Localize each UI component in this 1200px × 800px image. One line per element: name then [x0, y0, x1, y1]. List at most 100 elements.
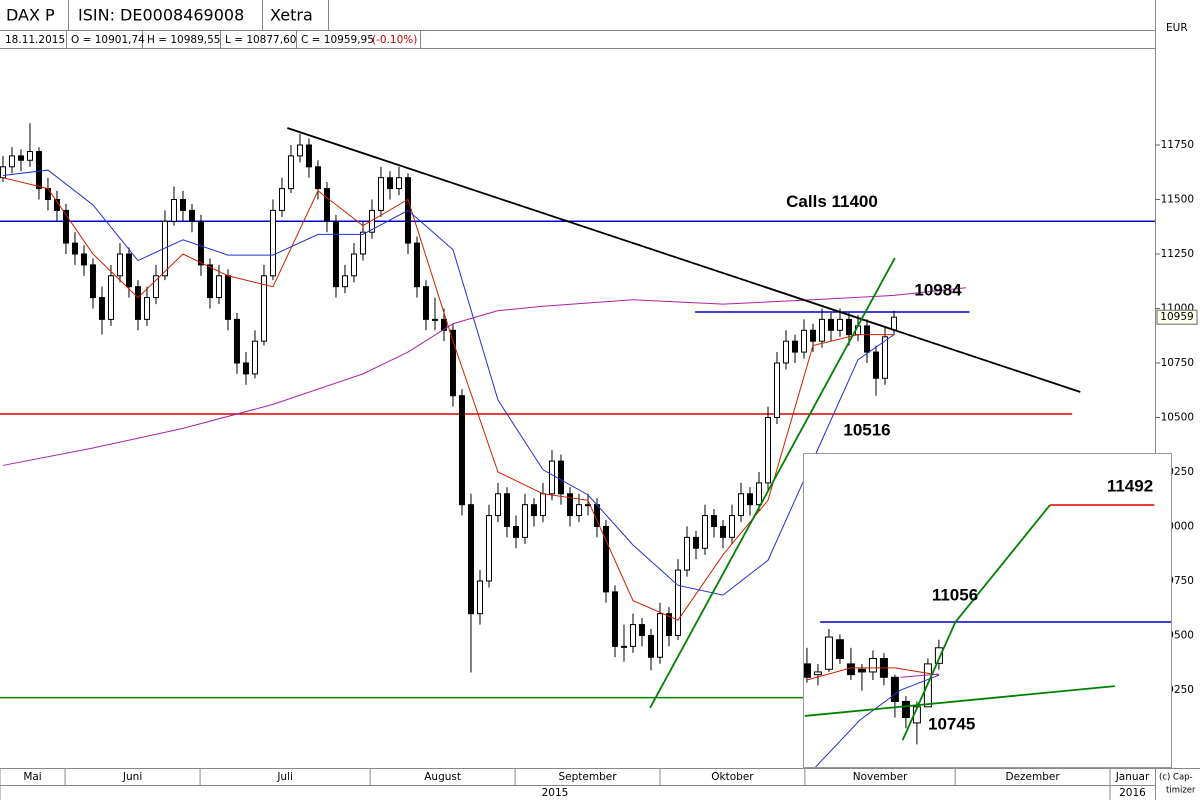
candle-body: [188, 209, 195, 222]
candle-body: [386, 177, 393, 190]
candle-body: [857, 668, 866, 673]
candle-body: [0, 166, 6, 179]
candle-body: [764, 416, 771, 484]
candle-body: [813, 671, 822, 676]
candle-body: [314, 166, 321, 190]
candle-body: [35, 151, 42, 190]
moving-average: [2, 287, 967, 466]
inset-annotations: 11056 11492: [932, 477, 1153, 605]
candle-body: [494, 493, 501, 517]
moving-average: [814, 674, 940, 767]
candle-body: [890, 316, 897, 331]
candle-body: [125, 253, 132, 288]
x-tick-label: Mai: [23, 771, 41, 783]
candle-body: [804, 663, 811, 678]
candle-body: [62, 209, 69, 244]
candle-body: [17, 155, 24, 161]
info-close: C = 10959,95: [301, 34, 374, 46]
y-tick-label: 10500: [1161, 411, 1194, 423]
copyright: (c) Cap-: [1159, 773, 1193, 783]
candle-body: [80, 253, 87, 266]
year-label: 2015: [542, 787, 569, 799]
candle-body: [557, 460, 564, 495]
candle-body: [728, 515, 735, 538]
inset-plot: [804, 504, 1171, 767]
candle-body: [305, 144, 312, 168]
x-tick-label: Juli: [276, 771, 293, 783]
candle-body: [431, 318, 438, 321]
candle-body: [116, 253, 123, 277]
candle-body: [674, 569, 681, 636]
moving-average: [806, 667, 939, 681]
candle-body: [44, 188, 51, 200]
candle-body: [350, 253, 357, 277]
candle-body: [296, 144, 303, 157]
candle-body: [827, 318, 834, 331]
candle-body: [179, 198, 186, 211]
candle-body: [341, 275, 348, 288]
info-high: H = 10989,55: [147, 34, 220, 46]
y-tick-label: 9750: [1167, 575, 1194, 587]
exchange: Xetra: [270, 6, 313, 25]
candle-body: [503, 493, 510, 527]
x-tick-label: Oktober: [711, 771, 754, 783]
candle-body: [152, 275, 159, 299]
y-tick-label: 11500: [1161, 193, 1194, 205]
candle-body: [692, 536, 699, 549]
candle-body: [242, 362, 249, 375]
candle-body: [197, 220, 204, 266]
candle-body: [846, 663, 855, 676]
candle-body: [719, 525, 726, 538]
candle-body: [575, 504, 582, 517]
year-label: 2016: [1119, 787, 1146, 799]
candle-body: [890, 676, 899, 702]
level-label: 10984: [914, 280, 962, 299]
candle-body: [602, 525, 609, 593]
x-tick-label: Januar: [1115, 771, 1150, 783]
y-tick-label: 10750: [1161, 357, 1194, 369]
y-tick-label: 11250: [1161, 248, 1194, 260]
candle-body: [233, 318, 240, 364]
level-label: 11056: [932, 586, 978, 605]
candle-body: [107, 275, 114, 320]
price-tag: [1156, 309, 1198, 325]
candle-body: [440, 318, 447, 331]
candle-body: [8, 155, 15, 168]
candle-body: [269, 209, 276, 277]
candle-body: [71, 242, 78, 255]
inset-frame: [803, 453, 1172, 768]
x-tick-label: September: [559, 771, 618, 783]
moving-average: [2, 169, 895, 596]
info-date: 18.11.2015: [5, 34, 65, 46]
candle-body: [530, 504, 537, 517]
candle-body: [368, 209, 375, 233]
candle-body: [134, 286, 141, 320]
candle-body: [647, 634, 654, 658]
candle-body: [773, 362, 780, 418]
candle-body: [485, 515, 492, 582]
candle-body: [872, 351, 879, 379]
candle-body: [782, 340, 789, 364]
price-tag-label: 10959: [1160, 311, 1193, 323]
candle-body: [710, 515, 717, 527]
candle-body: [458, 395, 465, 506]
candle-body: [422, 286, 429, 320]
candle-body: [800, 329, 807, 353]
candle-body: [215, 275, 222, 299]
candle-body: [934, 647, 943, 664]
candle-body: [26, 151, 33, 161]
candle-body: [746, 493, 753, 506]
candle-body: [143, 297, 150, 320]
info-low: L = 10877,60: [225, 34, 296, 46]
candle-body: [224, 275, 231, 320]
candle-body: [836, 318, 843, 331]
candle-body: [791, 340, 798, 353]
candle-body: [521, 504, 528, 538]
candle-body: [881, 336, 888, 379]
trend-line: [649, 257, 896, 709]
candle-body: [323, 188, 330, 222]
candle-body: [629, 624, 636, 647]
y-tick-label: 9250: [1167, 684, 1194, 696]
y-tick-label: 11750: [1161, 139, 1194, 151]
